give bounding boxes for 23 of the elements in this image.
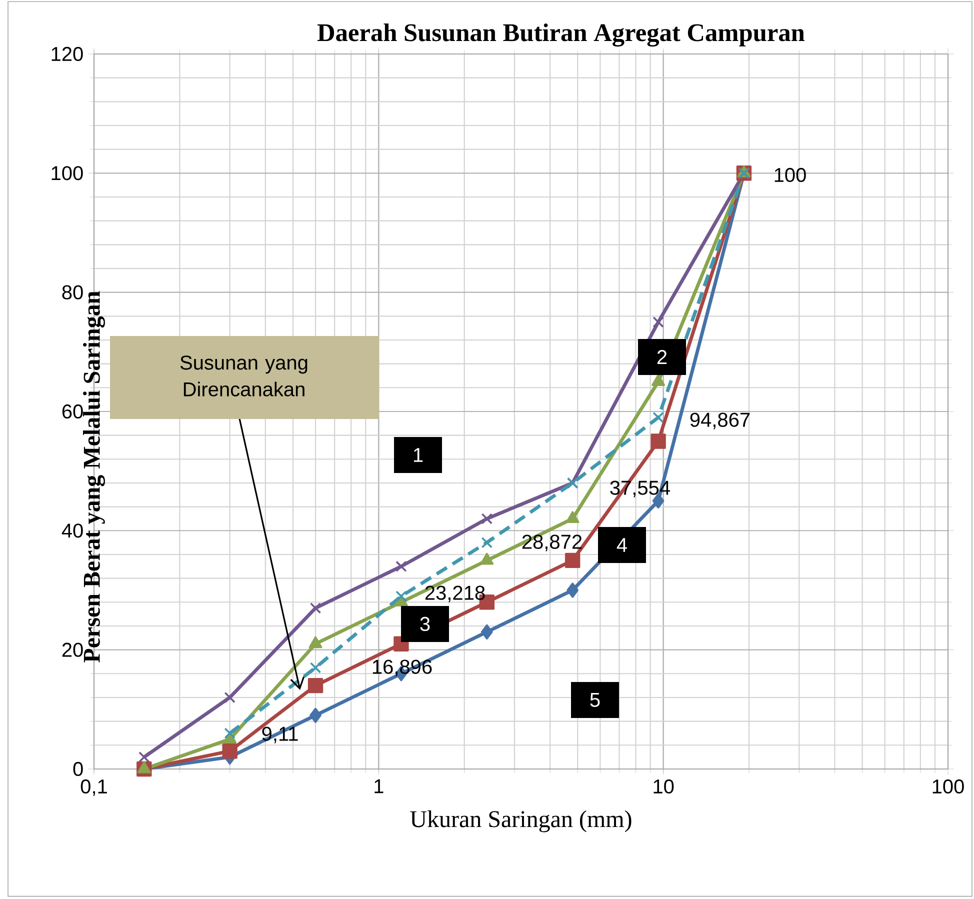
- annotation: 2: [657, 350, 667, 364]
- y-tick-label: 80: [62, 285, 83, 300]
- annotation: 94,867: [690, 412, 750, 430]
- x-tick-label: 0,1: [80, 779, 107, 796]
- annotation: 4: [616, 538, 627, 552]
- annotation: 5: [590, 693, 600, 707]
- x-tick-label: 1: [374, 779, 384, 794]
- y-tick-label: 20: [62, 642, 83, 657]
- chart-title: Daerah Susunan Butiran Agregat Campuran: [317, 23, 805, 47]
- annotation: 1: [414, 448, 423, 462]
- y-tick-label: 120: [52, 46, 83, 62]
- y-tick-label: 100: [52, 166, 83, 180]
- annotation: Susunan yang Direncanakan: [180, 356, 308, 396]
- x-axis-title: Ukuran Saringan (mm): [410, 810, 632, 832]
- annotation: 100: [774, 168, 806, 182]
- x-tick-label: 100: [932, 779, 964, 794]
- y-tick-label: 60: [62, 404, 83, 419]
- y-axis-title: Persen Berat yang Melalui Saringan: [83, 291, 105, 662]
- y-tick-label: 40: [62, 524, 83, 538]
- x-tick-label: 10: [654, 779, 674, 794]
- annotation: 23,218: [425, 586, 485, 602]
- y-tick-label: 0: [73, 762, 83, 776]
- annotation: 3: [420, 616, 430, 632]
